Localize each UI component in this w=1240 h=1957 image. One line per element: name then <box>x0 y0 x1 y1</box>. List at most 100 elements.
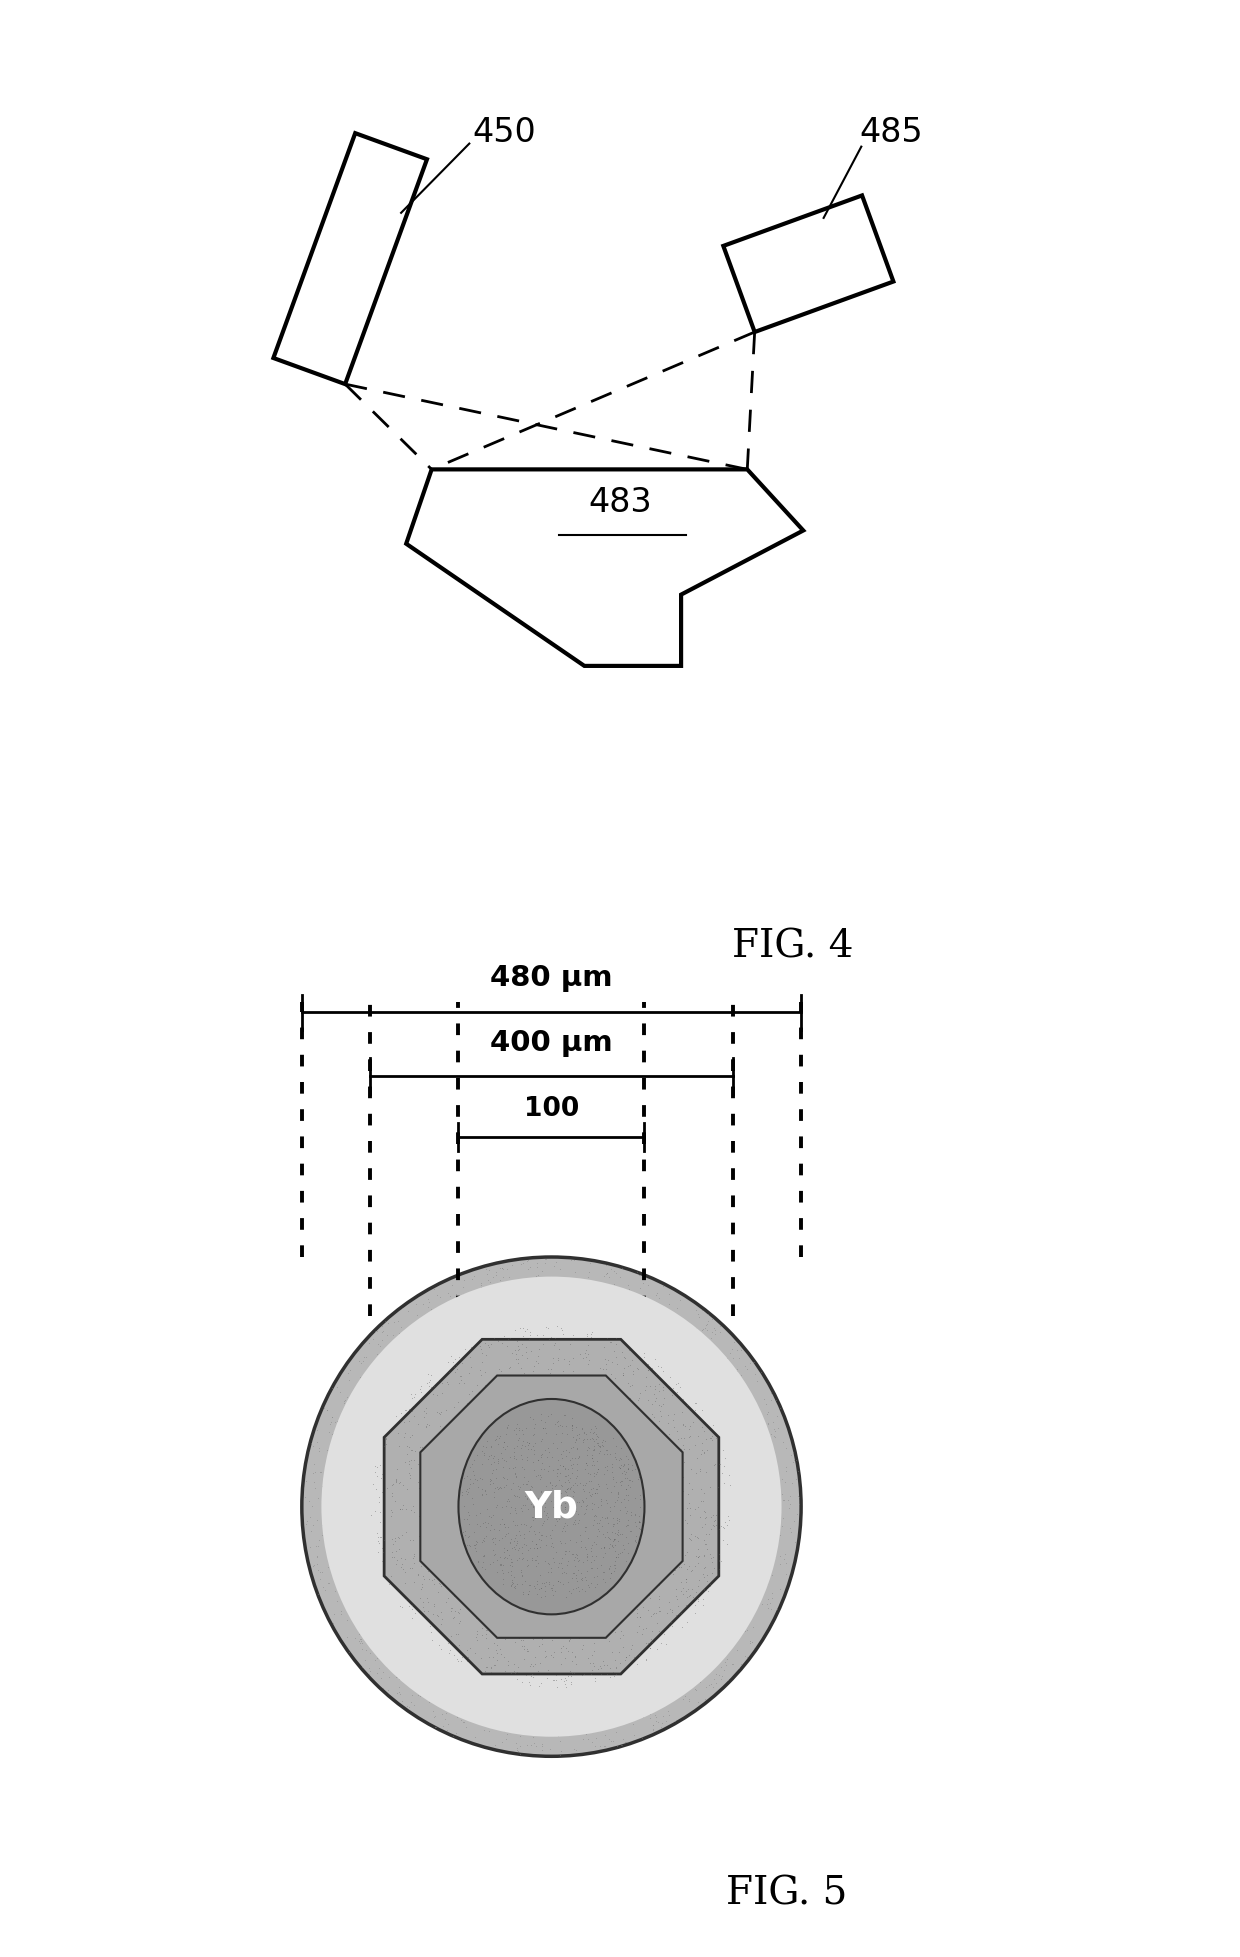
Point <box>474 1523 494 1554</box>
Point <box>704 1313 724 1344</box>
Point <box>533 1568 553 1599</box>
Point <box>601 1558 621 1589</box>
Point <box>454 1368 474 1399</box>
Point <box>337 1388 357 1419</box>
Point <box>656 1571 676 1603</box>
Point <box>557 1434 577 1466</box>
Point <box>451 1669 471 1701</box>
Point <box>563 1476 583 1507</box>
Point <box>515 1523 534 1554</box>
Point <box>647 1634 667 1665</box>
Point <box>642 1591 662 1622</box>
Point <box>515 1433 534 1464</box>
Point <box>463 1646 482 1677</box>
Point <box>377 1423 397 1454</box>
Point <box>542 1479 562 1511</box>
Point <box>450 1479 470 1511</box>
Point <box>531 1546 551 1577</box>
Point <box>604 1660 624 1691</box>
Point <box>556 1493 575 1525</box>
Point <box>546 1509 565 1540</box>
Point <box>423 1423 443 1454</box>
Point <box>536 1546 556 1577</box>
Point <box>526 1485 546 1517</box>
Point <box>609 1478 629 1509</box>
Point <box>543 1364 563 1395</box>
Point <box>414 1395 434 1427</box>
Point <box>660 1278 680 1309</box>
Point <box>521 1341 541 1372</box>
Point <box>556 1286 575 1317</box>
Point <box>568 1714 588 1746</box>
Point <box>639 1505 658 1536</box>
Point <box>559 1483 579 1515</box>
Point <box>527 1352 547 1384</box>
Point <box>529 1266 549 1297</box>
Point <box>367 1452 387 1483</box>
Point <box>464 1389 484 1421</box>
Point <box>392 1440 412 1472</box>
Point <box>622 1468 642 1499</box>
Point <box>534 1575 554 1607</box>
Point <box>546 1419 565 1450</box>
Point <box>568 1544 588 1575</box>
Point <box>507 1710 527 1742</box>
Point <box>629 1515 649 1546</box>
Point <box>681 1525 701 1556</box>
Point <box>562 1401 582 1433</box>
Point <box>620 1515 640 1546</box>
Point <box>666 1705 686 1736</box>
Point <box>536 1413 556 1444</box>
Point <box>579 1352 599 1384</box>
Point <box>588 1654 608 1685</box>
Point <box>427 1560 446 1591</box>
Point <box>709 1317 729 1348</box>
Point <box>382 1470 402 1501</box>
Point <box>565 1425 585 1456</box>
Point <box>454 1693 474 1724</box>
Point <box>397 1438 417 1470</box>
Point <box>520 1315 539 1346</box>
Point <box>694 1415 714 1446</box>
Point <box>370 1636 389 1667</box>
Point <box>425 1456 445 1487</box>
Point <box>698 1299 718 1331</box>
Point <box>589 1607 609 1638</box>
Point <box>645 1530 665 1562</box>
Point <box>673 1476 693 1507</box>
Point <box>531 1462 551 1493</box>
Point <box>393 1478 413 1509</box>
Point <box>398 1509 418 1540</box>
Point <box>573 1487 593 1519</box>
Point <box>497 1294 517 1325</box>
Point <box>472 1339 492 1370</box>
Point <box>451 1413 471 1444</box>
Point <box>500 1526 520 1558</box>
Point <box>567 1573 587 1605</box>
Point <box>616 1479 636 1511</box>
Point <box>520 1528 539 1560</box>
Point <box>345 1517 365 1548</box>
Point <box>637 1613 657 1644</box>
Point <box>568 1546 588 1577</box>
Point <box>548 1454 568 1485</box>
Point <box>489 1708 508 1740</box>
Point <box>567 1339 587 1370</box>
Point <box>699 1570 719 1601</box>
Point <box>640 1632 660 1663</box>
Point <box>618 1509 637 1540</box>
Point <box>518 1421 538 1452</box>
Point <box>662 1528 682 1560</box>
Point <box>472 1528 492 1560</box>
Point <box>417 1583 436 1615</box>
Point <box>609 1276 629 1307</box>
Point <box>377 1319 397 1350</box>
Point <box>322 1609 342 1640</box>
Point <box>715 1499 735 1530</box>
Point <box>611 1444 631 1476</box>
Point <box>698 1305 718 1337</box>
Point <box>547 1499 567 1530</box>
Point <box>558 1628 578 1660</box>
Point <box>653 1589 673 1620</box>
Point <box>682 1575 702 1607</box>
